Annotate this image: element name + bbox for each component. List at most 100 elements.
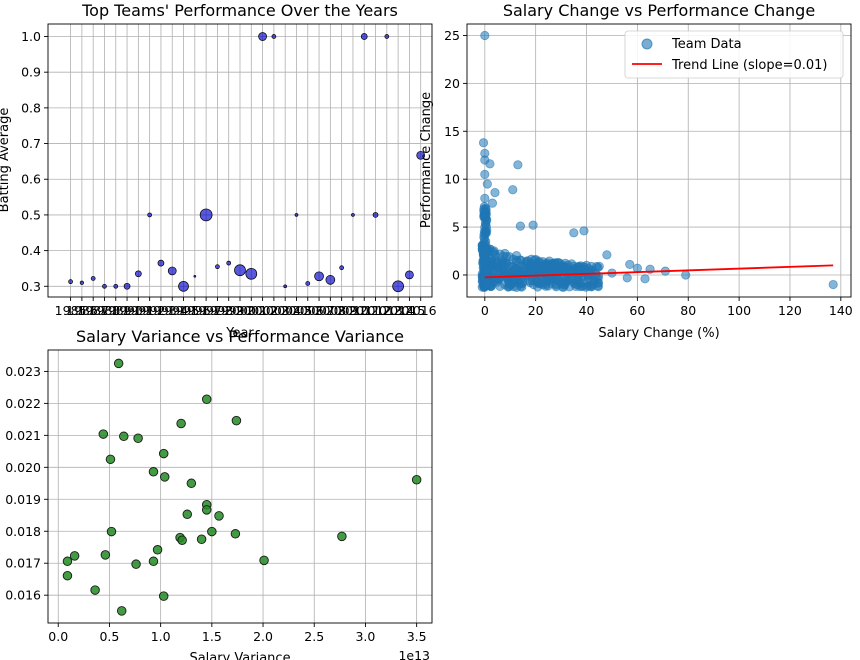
y-axis-label: Performance Change: [419, 92, 434, 228]
bubble-point: [113, 283, 119, 289]
x-tick-label: 2011: [348, 303, 380, 318]
variance-point: [207, 526, 217, 537]
x-tick-label: 1993: [145, 303, 177, 318]
team-data-point: [500, 248, 510, 259]
y-tick-label: 0.4: [21, 243, 41, 258]
y-tick-label: 0.9: [21, 65, 41, 80]
variance-point: [69, 551, 80, 561]
team-data-point: [564, 282, 575, 292]
variance-point: [411, 475, 422, 485]
x-tick-label: 1995: [168, 303, 200, 318]
y-tick-label: 5: [452, 220, 460, 235]
y-tick-label: 10: [444, 172, 460, 187]
y-tick-label: 0.021: [5, 428, 41, 443]
bubble-point: [135, 270, 142, 278]
team-data-point: [589, 279, 599, 289]
variance-point: [259, 555, 269, 566]
variance-point: [90, 585, 100, 595]
x-tick-label: 1996: [179, 303, 211, 318]
team-data-point: [480, 245, 490, 255]
team-data-point: [492, 258, 502, 268]
x-tick-label: 1989: [100, 303, 132, 318]
bubble-point: [372, 212, 379, 218]
bubble-point: [178, 280, 189, 292]
variance-point: [105, 454, 116, 465]
bubble-point: [360, 33, 368, 40]
variance-point: [131, 559, 141, 569]
team-data-point: [480, 30, 490, 41]
team-data-point: [490, 187, 500, 198]
variance-point: [177, 535, 187, 545]
legend-label-trend-line: Trend Line (slope=0.01): [671, 58, 828, 73]
x-tick-label: 40: [579, 303, 595, 318]
x-tick-label: 2010: [337, 303, 369, 318]
bubble-point: [199, 208, 213, 222]
team-data-point: [602, 250, 612, 260]
team-data-point: [480, 169, 490, 179]
team-data-point: [479, 262, 489, 272]
y-tick-label: 0.023: [5, 364, 41, 379]
y-tick-label: 0.6: [21, 172, 41, 187]
bubble-point: [147, 212, 152, 218]
x-tick-label: 80: [680, 303, 696, 318]
bubble-point: [325, 275, 336, 285]
bubble-point: [384, 34, 390, 39]
x-axis-label: Salary Change (%): [598, 326, 719, 341]
x-tick-label: 2013: [371, 303, 403, 318]
team-data-point: [518, 263, 528, 273]
x-tick-label: 1994: [156, 303, 188, 318]
team-data-point: [500, 258, 510, 268]
y-tick-label: 20: [444, 76, 460, 91]
y-tick-label: 0: [452, 267, 460, 282]
team-data-point: [594, 261, 604, 271]
team-data-point: [528, 220, 538, 230]
x-tick-label: 2000: [224, 303, 256, 318]
x-tick-label: 1990: [111, 303, 143, 318]
variance-point: [152, 545, 163, 555]
bubble-point: [416, 150, 426, 160]
team-data-point: [487, 198, 498, 208]
variance-point: [201, 394, 212, 404]
x-tick-label: 2012: [360, 303, 392, 318]
bubble-point: [226, 260, 232, 266]
y-tick-label: 0.7: [21, 136, 41, 151]
team-data-point: [579, 226, 589, 236]
x-offset-label: 1e13: [398, 648, 430, 660]
salary-performance-chart: Salary Change vs Performance Change 0 20 4…: [419, 1, 853, 341]
top-teams-chart: Top Teams' Performance Over the Years 19…: [0, 1, 437, 341]
x-tick-label: 20: [528, 303, 544, 318]
bubble-point: [123, 282, 131, 290]
team-data-point: [479, 204, 489, 214]
y-tick-label: 0.020: [5, 460, 41, 475]
x-tick-label: 0.5: [99, 629, 119, 644]
y-tick-label: 1.0: [21, 29, 41, 44]
legend-box: [624, 30, 844, 79]
x-tick-label: 120: [778, 303, 802, 318]
x-tick-label: 1991: [122, 303, 154, 318]
team-data-point: [537, 279, 548, 290]
variance-point: [176, 418, 186, 429]
variance-point: [106, 526, 117, 537]
x-tick-label: 3.0: [355, 629, 375, 644]
x-tick-label: 0.0: [48, 629, 68, 644]
y-tick-label: 0.018: [5, 524, 41, 539]
x-tick-label: 2002: [247, 303, 279, 318]
team-data-point: [681, 270, 691, 280]
team-data-point: [515, 221, 526, 231]
x-tick-label: 2001: [235, 303, 267, 318]
variance-point: [148, 467, 159, 477]
team-data-point: [481, 228, 491, 238]
bubble-point: [405, 270, 414, 280]
x-tick-label: 2003: [258, 303, 290, 318]
bubble-point: [90, 276, 96, 281]
x-tick-label: 1997: [190, 303, 222, 318]
variance-point: [100, 550, 111, 560]
team-data-point: [481, 213, 491, 223]
y-tick-label: 15: [444, 124, 460, 139]
variance-point: [158, 448, 169, 459]
bubble-point: [339, 265, 344, 271]
x-tick-label: 2006: [292, 303, 324, 318]
chart-title: Salary Variance vs Performance Variance: [76, 327, 404, 346]
team-data-point: [583, 267, 593, 277]
